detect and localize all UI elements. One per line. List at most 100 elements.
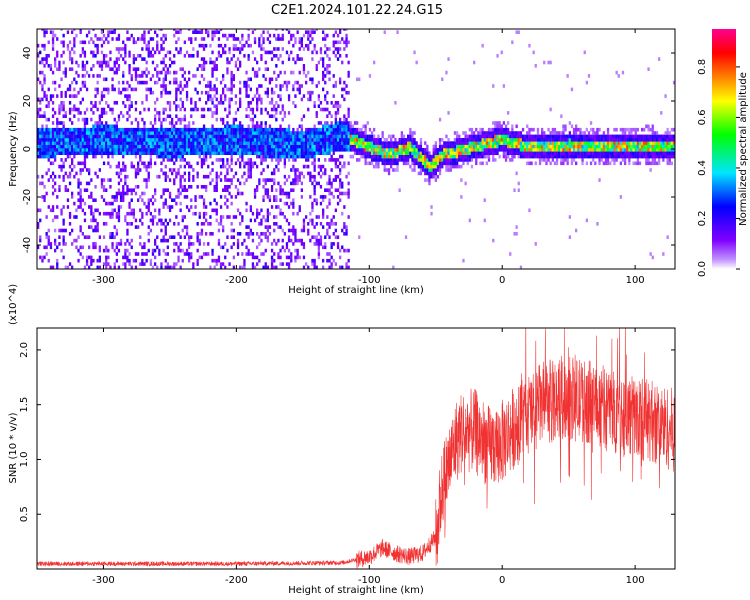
spectrogram-cell [185,80,189,85]
spectrogram-cell [62,218,65,223]
spectrogram-cell [190,185,193,189]
spectrogram-cell [58,60,61,65]
spectrogram-cell [281,134,284,139]
spectrogram-cell [345,262,348,266]
spectrogram-cell [400,141,403,145]
spectrogram-cell [77,117,80,122]
spectrogram-cell [149,144,152,149]
spectrogram-cell [224,201,227,206]
spectrogram-cell [117,80,121,85]
spectrogram-cell [336,101,340,105]
spectrogram-cell [253,29,257,31]
spectrogram-cell [290,238,293,243]
spectrogram-cell [92,131,95,135]
spectrogram-cell [71,60,74,65]
spectrogram-cell [281,33,284,38]
spectrogram-cell [281,84,284,88]
spectrogram-cell [241,127,244,132]
spectrogram-cell [283,232,286,236]
spectrogram-cell [188,127,191,132]
spectrogram-cell [77,148,80,152]
spectrogram-cell [160,144,163,149]
spectrogram-cell [394,168,397,172]
spectrogram-cell [434,148,437,152]
spectrogram-cell [179,121,182,125]
spectrogram-cell [215,30,218,34]
spectrogram-cell [166,148,169,152]
spectrogram-cell [483,138,486,142]
spectrogram-cell [226,171,229,176]
spectrogram-cell [317,238,320,243]
spectrogram-cell [394,161,397,166]
spectrogram-cell [228,131,231,135]
spectrogram-cell [194,198,197,202]
spectrogram-cell [579,148,582,152]
spectrogram-cell [347,141,350,145]
spectrogram-cell [196,151,199,155]
spectrogram-cell [324,195,327,199]
spectrogram-cell [568,148,571,152]
spectrogram-cell [219,134,223,139]
spectrogram-cell [39,148,42,152]
spectrogram-cell [160,262,163,266]
spectrogram-cell [168,57,172,61]
spectrogram-cell [37,134,40,139]
spectrogram-cell [532,151,535,155]
spectrogram-cell [256,141,259,145]
spectrogram-cell [96,222,99,226]
spectrogram-cell [581,134,584,139]
spectrogram-cell [122,74,125,78]
spectrogram-cell [268,127,272,132]
spectrogram-cell [181,248,184,253]
spectrogram-cell [202,222,206,226]
spectrogram-cell [300,134,303,139]
spectrogram-cell [137,67,140,71]
spectrogram-cell [592,158,595,162]
spectrogram-cell [568,235,571,239]
spectrogram-cell [549,144,552,149]
spectrogram-cell [47,158,50,162]
spectrogram-cell [230,57,233,61]
spectrogram-cell [107,90,110,95]
spectrogram-cell [143,164,146,169]
spectrogram-cell [381,148,384,152]
spectrogram-cell [137,225,140,229]
spectrogram-cell [137,164,140,169]
spectrogram-cell [287,222,291,226]
spectrogram-cell [122,141,125,145]
spectrogram-cell [487,154,491,159]
spectrogram-cell [213,104,216,108]
spectrogram-cell [292,178,295,182]
spectrogram-cell [168,195,172,199]
spectrogram-cell [122,40,125,45]
spectrogram-cell [264,191,267,196]
spectrogram-cell [119,47,123,51]
spectrogram-cell [51,265,55,269]
spectrogram-cell [124,94,127,98]
spectrogram-cell [85,121,89,125]
spectrogram-cell [66,198,70,202]
spectrogram-cell [307,43,310,48]
spectrogram-cell [438,171,442,176]
spectrogram-cell [585,127,588,132]
spectrogram-cell [43,134,46,139]
spectrogram-cell [545,134,548,139]
spectrogram-cell [215,117,218,122]
spectrogram-cell [230,195,233,199]
spectrogram-cell [358,158,361,162]
spectrogram-cell [456,158,459,162]
spectrogram-cell [572,151,576,155]
spectrogram-cell [281,151,284,155]
spectrogram-cell [243,144,246,149]
spectrogram-cell [260,54,263,58]
spectrogram-cell [226,127,229,132]
spectrogram-cell [560,141,563,145]
spectrogram-cell [68,101,72,105]
spectrogram-cell [94,242,97,246]
spectrogram-cell [177,127,180,132]
spectrogram-cell [162,84,165,88]
spectrogram-cell [124,181,127,186]
spectrogram-cell [534,154,537,159]
spectrogram-cell [115,258,118,263]
spectrogram-cell [156,111,159,115]
